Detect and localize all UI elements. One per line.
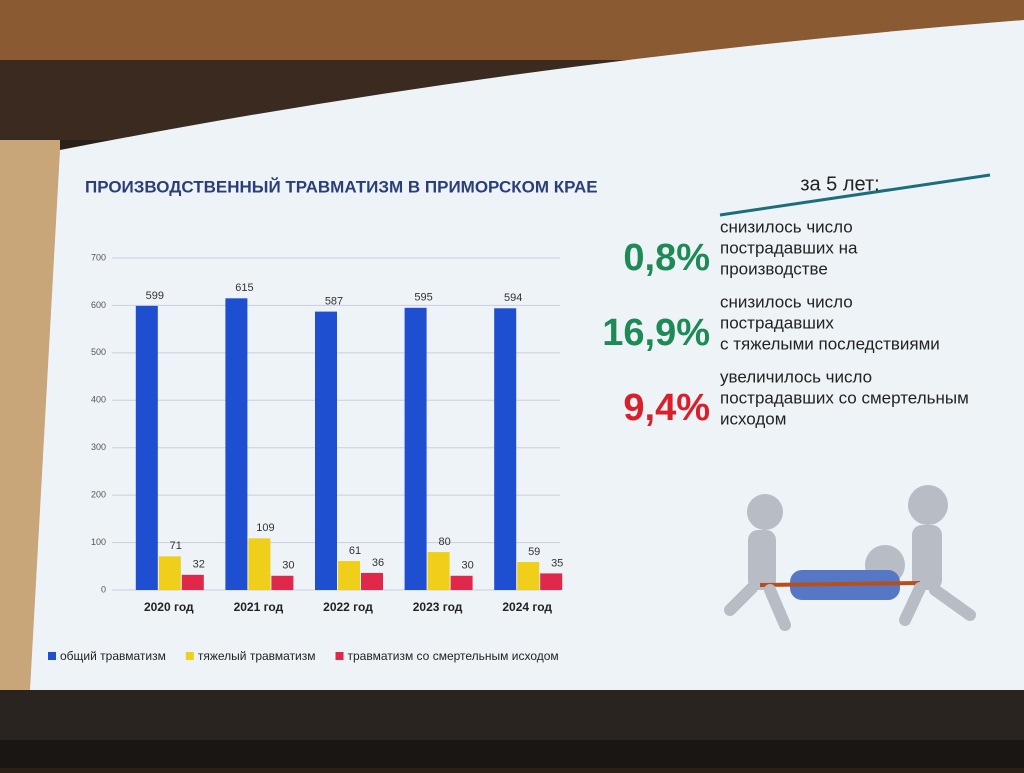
legend-label: тяжелый травматизм [198,649,316,663]
stat-value: 9,4% [623,387,710,429]
pictogram [724,485,976,631]
stat-text: снизилось число [720,292,853,311]
data-label: 71 [170,540,182,552]
stat-text: с тяжелыми последствиями [720,334,940,353]
bar [450,575,473,590]
data-label: 615 [235,282,253,294]
bar [404,307,427,590]
y-tick-label: 300 [91,442,106,452]
bar [181,574,204,590]
stat-text: исходом [720,409,786,428]
data-label: 30 [461,560,473,572]
y-tick-label: 500 [91,347,106,357]
stat-text: пострадавших на [720,238,858,257]
y-tick-label: 200 [91,490,106,500]
heading-rule [719,173,991,217]
stat-value: 16,9% [602,312,710,354]
data-label: 109 [256,522,274,534]
bar [517,562,540,590]
desk [0,740,1024,768]
stat-text: пострадавших со смертельным [720,388,969,407]
slide [30,20,1024,700]
y-tick-label: 700 [91,252,106,262]
stat-text: увеличилось число [720,367,872,386]
bar [158,556,181,590]
side-heading: за 5 лет: [800,173,879,195]
data-label: 80 [438,536,450,548]
bar [338,561,360,590]
legend-label: общий травматизм [60,649,166,663]
x-tick-label: 2024 год [502,600,552,614]
bar [135,305,158,590]
data-label: 30 [282,560,294,572]
bar [540,573,563,590]
y-tick-label: 0 [101,584,106,594]
data-label: 59 [528,546,540,558]
data-label: 599 [146,290,164,302]
legend-swatch [185,652,194,660]
bar [361,572,383,590]
data-label: 595 [414,292,432,304]
bar [225,298,248,590]
legend-swatch [48,652,56,660]
chart-title: ПРОИЗВОДСТВЕННЫЙ ТРАВМАТИЗМ В ПРИМОРСКОМ… [85,177,598,196]
stat-text: снизилось число [720,217,853,236]
legend-swatch [335,652,344,660]
bar [494,308,517,590]
y-tick-label: 100 [91,537,106,547]
data-label: 61 [349,545,361,557]
data-label: 35 [551,557,563,569]
y-tick-label: 600 [91,300,106,310]
bar [248,538,271,590]
x-tick-label: 2021 год [234,600,284,614]
data-label: 587 [325,296,343,308]
bar [315,311,337,590]
x-tick-label: 2022 год [323,600,373,614]
data-label: 594 [504,292,522,304]
legend-label: травматизм со смертельным исходом [348,649,559,663]
x-tick-label: 2023 год [413,600,463,614]
bar [427,552,450,590]
y-tick-label: 400 [91,395,106,405]
data-label: 32 [193,559,205,571]
bar [271,575,294,590]
stat-value: 0,8% [623,237,710,279]
stat-text: производстве [720,259,828,278]
x-tick-label: 2020 год [144,600,194,614]
stat-text: пострадавших [720,313,834,332]
data-label: 36 [372,557,384,569]
